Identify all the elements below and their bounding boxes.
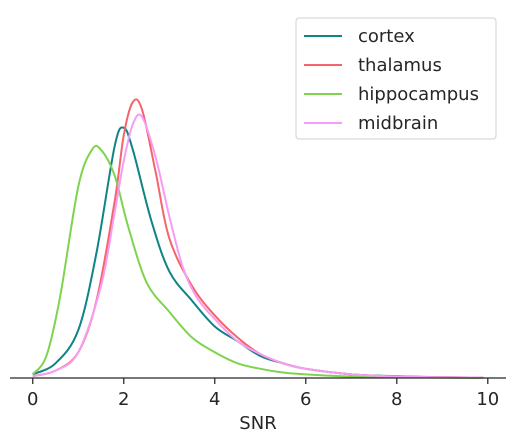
x-tick-label: 8 (391, 389, 402, 410)
x-tick-label: 6 (300, 389, 311, 410)
series-line-midbrain (32, 113, 484, 379)
legend: cortex thalamus hippocampus midbrain (295, 17, 497, 140)
legend-label-hippocampus: hippocampus (358, 84, 479, 105)
x-tick-label: 0 (27, 389, 38, 410)
series-line-hippocampus (31, 144, 484, 379)
legend-box (295, 17, 497, 140)
series-line-thalamus (32, 98, 484, 379)
x-axis-label: SNR (239, 413, 276, 434)
x-tick-label: 4 (209, 389, 220, 410)
x-axis-ticks: 0 2 4 6 8 10 (27, 378, 499, 410)
legend-label-cortex: cortex (358, 26, 415, 47)
x-tick-label: 2 (118, 389, 129, 410)
legend-label-midbrain: midbrain (358, 113, 438, 134)
series-lines (31, 98, 484, 379)
legend-label-thalamus: thalamus (358, 55, 442, 76)
x-tick-label: 10 (476, 389, 499, 410)
series-line-cortex (32, 126, 484, 379)
